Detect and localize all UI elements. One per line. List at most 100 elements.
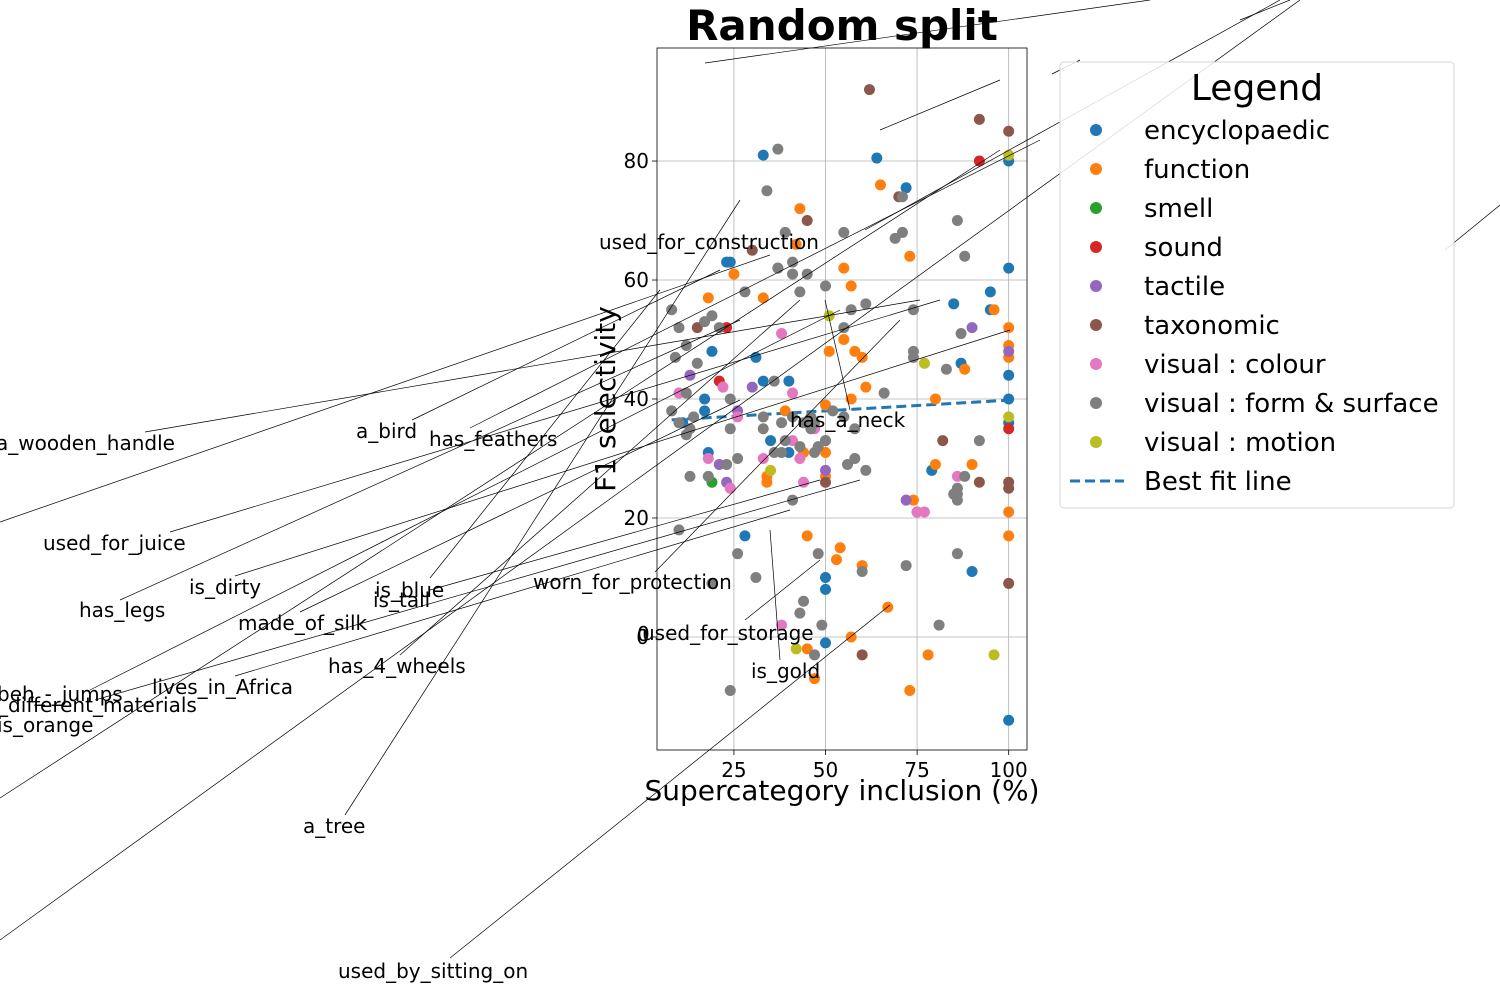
data-point [900, 560, 912, 572]
data-point [820, 583, 832, 595]
data-point [896, 191, 908, 203]
x-tick-label: 50 [813, 758, 838, 782]
data-point [874, 179, 886, 191]
data-point [783, 375, 795, 387]
data-point [860, 381, 872, 393]
legend-label: encyclopaedic [1144, 116, 1330, 146]
data-point [702, 452, 714, 464]
data-point [966, 566, 978, 578]
data-point [809, 673, 821, 685]
legend-entries: encyclopaedic function smell sound tactile ta… [1070, 116, 1439, 497]
data-point [787, 268, 799, 280]
data-point [779, 405, 791, 417]
data-point [856, 351, 868, 363]
annotation-label: lives_in_Africa [152, 675, 293, 699]
data-point [820, 399, 832, 411]
leader-line [234, 329, 1011, 577]
legend-entry: visual : form & surface [1090, 389, 1439, 419]
data-point [966, 458, 978, 470]
leader-line [344, 199, 741, 816]
leader-line [89, 309, 841, 691]
y-tick-label: 20 [624, 506, 649, 530]
data-point [1003, 125, 1015, 137]
data-point [816, 619, 828, 631]
x-tick-label: 25 [721, 758, 746, 782]
data-point [728, 268, 740, 280]
data-point [772, 143, 784, 155]
series-function [702, 179, 1015, 697]
data-point [951, 548, 963, 560]
legend-entry: smell [1090, 194, 1213, 224]
data-point [794, 286, 806, 298]
data-point [798, 595, 810, 607]
data-point [955, 328, 967, 340]
data-point [732, 452, 744, 464]
data-point [878, 387, 890, 399]
data-point [673, 417, 685, 429]
data-point [984, 286, 996, 298]
chart-title: Random split [686, 1, 998, 50]
data-point [907, 304, 919, 316]
data-point [765, 435, 777, 447]
y-axis-label: F1 selectivity [589, 306, 622, 492]
data-point [948, 298, 960, 310]
data-point [1003, 506, 1015, 518]
data-point [823, 345, 835, 357]
data-point [1003, 411, 1015, 423]
data-point [849, 423, 861, 435]
data-point [838, 411, 850, 423]
legend: Legend encyclopaedic function smell sound ta… [1059, 61, 1455, 509]
data-point [900, 494, 912, 506]
data-point [699, 393, 711, 405]
data-point [666, 304, 678, 316]
annotation-label: is_gold [751, 659, 820, 683]
data-point [794, 203, 806, 215]
data-point [871, 152, 883, 164]
legend-entry: visual : colour [1090, 350, 1326, 380]
data-point [838, 322, 850, 334]
legend-label: visual : form & surface [1144, 389, 1439, 419]
legend-swatch [1090, 124, 1102, 136]
legend-entry: Best fit line [1070, 467, 1292, 497]
legend-label: taxonomic [1144, 311, 1280, 341]
legend-label: visual : colour [1144, 350, 1326, 380]
data-point [801, 643, 813, 655]
leader-line [654, 319, 901, 573]
legend-label: sound [1144, 233, 1223, 263]
y-tick-label: 60 [624, 268, 649, 292]
series-sound [713, 155, 1015, 435]
data-point [918, 357, 930, 369]
legend-label: visual : motion [1144, 428, 1336, 458]
data-point [889, 232, 901, 244]
data-point [706, 310, 718, 322]
data-point [1003, 149, 1015, 161]
data-point [820, 476, 832, 488]
series-encyclopaedic [677, 149, 1015, 726]
data-point [673, 322, 685, 334]
data-point [845, 304, 857, 316]
data-point [757, 375, 769, 387]
data-point [772, 262, 784, 274]
legend-title: Legend [1191, 68, 1323, 109]
data-point [1003, 369, 1015, 381]
leader-line [469, 139, 1041, 429]
leader-line [411, 269, 721, 421]
data-point [849, 345, 861, 357]
data-point [1003, 322, 1015, 334]
data-point [724, 393, 736, 405]
legend-label: Best fit line [1144, 467, 1292, 497]
data-point [940, 363, 952, 375]
annotation-label: used_for_storage [642, 621, 814, 645]
leader-line [399, 299, 801, 656]
data-point [706, 345, 718, 357]
data-point [1003, 714, 1015, 726]
data-point [1003, 345, 1015, 357]
legend-entry: tactile [1090, 272, 1225, 302]
data-point [827, 405, 839, 417]
leader-line [769, 529, 781, 661]
annotation-label: has_a_neck [790, 408, 906, 432]
data-point [973, 476, 985, 488]
data-point [904, 250, 916, 262]
annotation-label: used_for_juice [43, 531, 186, 555]
data-point [929, 458, 941, 470]
